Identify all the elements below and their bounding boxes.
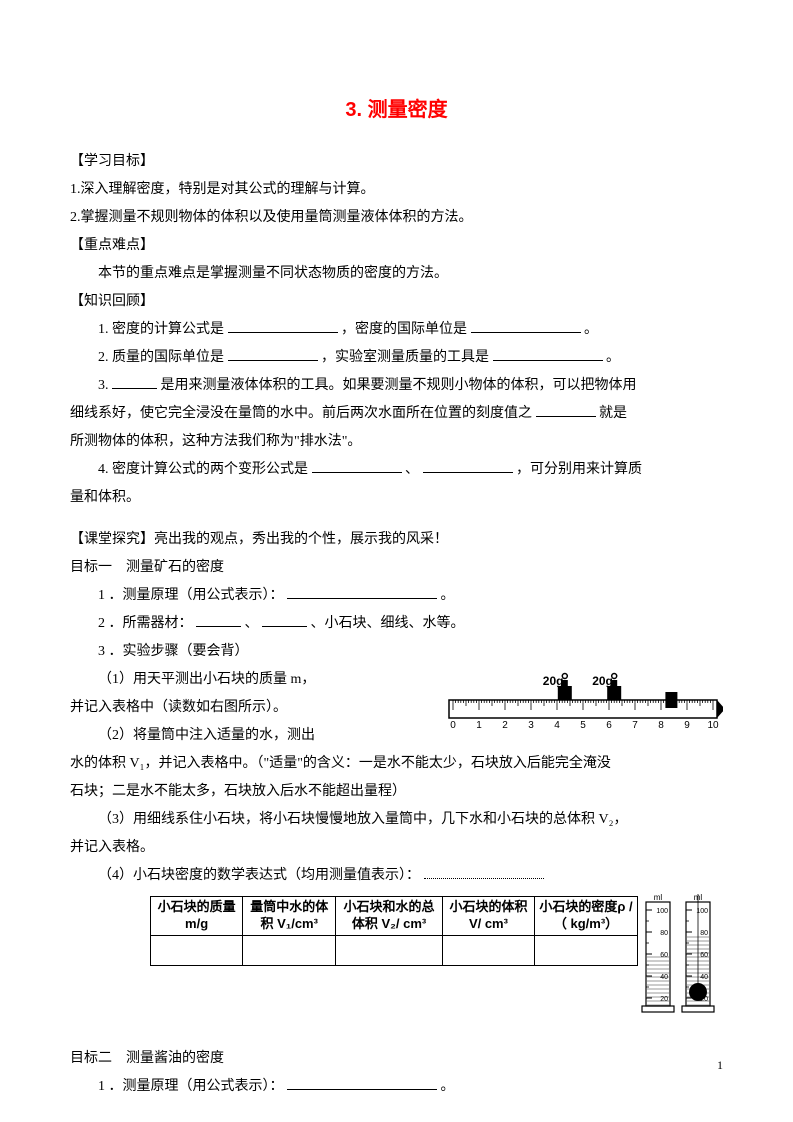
svg-text:3: 3 [528, 720, 534, 731]
review-2: 2. 质量的国际单位是 ，实验室测量质量的工具是 。 [70, 344, 723, 372]
table-cell [243, 935, 336, 965]
review-header: 【知识回顾】 [70, 288, 723, 316]
review-4b: 量和体积。 [70, 484, 723, 512]
goal-2: 2.掌握测量不规则物体的体积以及使用量筒测量液体体积的方法。 [70, 204, 723, 232]
table-cell [151, 935, 243, 965]
text: 2 ．所需器材： [98, 616, 193, 631]
blank [536, 403, 596, 417]
blank [312, 459, 402, 473]
text: ，密度的国际单位是 [341, 322, 467, 337]
svg-text:6: 6 [606, 720, 612, 731]
objective-1: 目标一 测量矿石的密度 [70, 554, 723, 582]
table-cell [442, 935, 534, 965]
review-3b: 细线系好，使它完全浸没在量筒的水中。前后两次水面所在位置的刻度值之 就是 [70, 400, 723, 428]
svg-text:40: 40 [700, 974, 708, 981]
obj1-step2c: 石块；二是水不能太多，石块放入后水不能超出量程） [70, 778, 723, 806]
text: 。 [584, 322, 598, 337]
explore-header: 【课堂探究】亮出我的观点，秀出我的个性，展示我的风采！ [70, 526, 723, 554]
blank [262, 613, 307, 627]
text: 就是 [599, 406, 627, 421]
blank [493, 347, 603, 361]
obj1-line1: 1 ．测量原理（用公式表示）： 。 [70, 582, 723, 610]
obj1-line2: 2 ．所需器材： 、 、小石块、细线、水等。 [70, 610, 723, 638]
svg-text:8: 8 [658, 720, 664, 731]
table-cell [336, 935, 443, 965]
svg-text:9: 9 [684, 720, 690, 731]
blank [228, 347, 318, 361]
blank [471, 319, 581, 333]
review-3c: 所测物体的体积，这种方法我们称为"排水法"。 [70, 428, 723, 456]
svg-text:60: 60 [660, 952, 668, 959]
svg-text:ml: ml [654, 893, 663, 902]
text: 细线系好，使它完全浸没在量筒的水中。前后两次水面所在位置的刻度值之 [70, 406, 532, 421]
text: 。 [441, 1079, 455, 1094]
text: 4. 密度计算公式的两个变形公式是 [98, 462, 308, 477]
text: 1 ．测量原理（用公式表示）： [98, 588, 284, 603]
review-4a: 4. 密度计算公式的两个变形公式是 、 ，可分别用来计算质 [70, 456, 723, 484]
svg-text:10: 10 [707, 720, 719, 731]
page-number: 1 [717, 1053, 723, 1077]
text: 2. 质量的国际单位是 [98, 350, 224, 365]
text: 、 [245, 616, 259, 631]
table-header: 小石块的质量 m/g [151, 897, 243, 936]
svg-text:100: 100 [656, 908, 668, 915]
objective-2: 目标二 测量酱油的密度 [70, 1045, 723, 1073]
svg-text:1: 1 [476, 720, 482, 731]
keypoints-header: 【重点难点】 [70, 232, 723, 260]
obj1-step3b: 并记入表格。 [70, 834, 723, 862]
blank [287, 1076, 437, 1090]
text: 1. 密度的计算公式是 [98, 322, 224, 337]
text: 、 [405, 462, 419, 477]
table-header: 量筒中水的体积 V₁/cm³ [243, 897, 336, 936]
table-cell [535, 935, 638, 965]
ruler-figure: 0 1 2 3 4 5 6 7 8 9 10 20g 20g [443, 662, 723, 743]
blank [112, 375, 157, 389]
text: 。 [441, 588, 455, 603]
goal-1: 1.深入理解密度，特别是对其公式的理解与计算。 [70, 176, 723, 204]
svg-text:7: 7 [632, 720, 638, 731]
svg-text:5: 5 [580, 720, 586, 731]
svg-text:20g: 20g [543, 674, 564, 688]
blank [228, 319, 338, 333]
goals-header: 【学习目标】 [70, 148, 723, 176]
obj1-step3: （3）用细线系住小石块，将小石块慢慢地放入量筒中，几下水和小石块的总体积 V₂， [70, 806, 723, 834]
keypoints-text: 本节的重点难点是掌握测量不同状态物质的密度的方法。 [70, 260, 723, 288]
svg-text:20g: 20g [592, 674, 613, 688]
text: 是用来测量液体体积的工具。如果要测量不规则小物体的体积，可以把物体用 [161, 378, 637, 393]
obj2-line1: 1 ．测量原理（用公式表示）： 。 [70, 1073, 723, 1101]
table-header: 小石块的体积 V/ cm³ [442, 897, 534, 936]
text: ，实验室测量质量的工具是 [321, 350, 489, 365]
text: ，可分别用来计算质 [516, 462, 642, 477]
obj1-step4: （4）小石块密度的数学表达式（均用测量值表示）： [70, 862, 723, 890]
page-title: 3. 测量密度 [70, 90, 723, 130]
cylinder-figure: ml10080604020ml10080604020 [638, 886, 723, 1037]
text: 3. [98, 378, 112, 393]
data-table: 小石块的质量 m/g量筒中水的体积 V₁/cm³小石块和水的总体积 V₂/ cm… [150, 896, 638, 966]
text: 。 [606, 350, 620, 365]
text: 1 ．测量原理（用公式表示）： [98, 1079, 284, 1094]
blank [423, 459, 513, 473]
obj1-step2b: 水的体积 V₁，并记入表格中。（"适量"的含义：一是水不能太少，石块放入后能完全… [70, 750, 723, 778]
table-header: 小石块的密度ρ /（ kg/m³） [535, 897, 638, 936]
text: （4）小石块密度的数学表达式（均用测量值表示）： [98, 868, 420, 883]
blank-dotted [424, 865, 544, 879]
svg-text:40: 40 [660, 974, 668, 981]
svg-text:80: 80 [660, 930, 668, 937]
svg-text:4: 4 [554, 720, 560, 731]
blank [287, 585, 437, 599]
text: 、小石块、细线、水等。 [311, 616, 465, 631]
review-1: 1. 密度的计算公式是 ，密度的国际单位是 。 [70, 316, 723, 344]
svg-text:80: 80 [700, 930, 708, 937]
svg-text:0: 0 [450, 720, 456, 731]
svg-text:2: 2 [502, 720, 508, 731]
table-header: 小石块和水的总体积 V₂/ cm³ [336, 897, 443, 936]
blank [196, 613, 241, 627]
review-3a: 3. 是用来测量液体体积的工具。如果要测量不规则小物体的体积，可以把物体用 [70, 372, 723, 400]
